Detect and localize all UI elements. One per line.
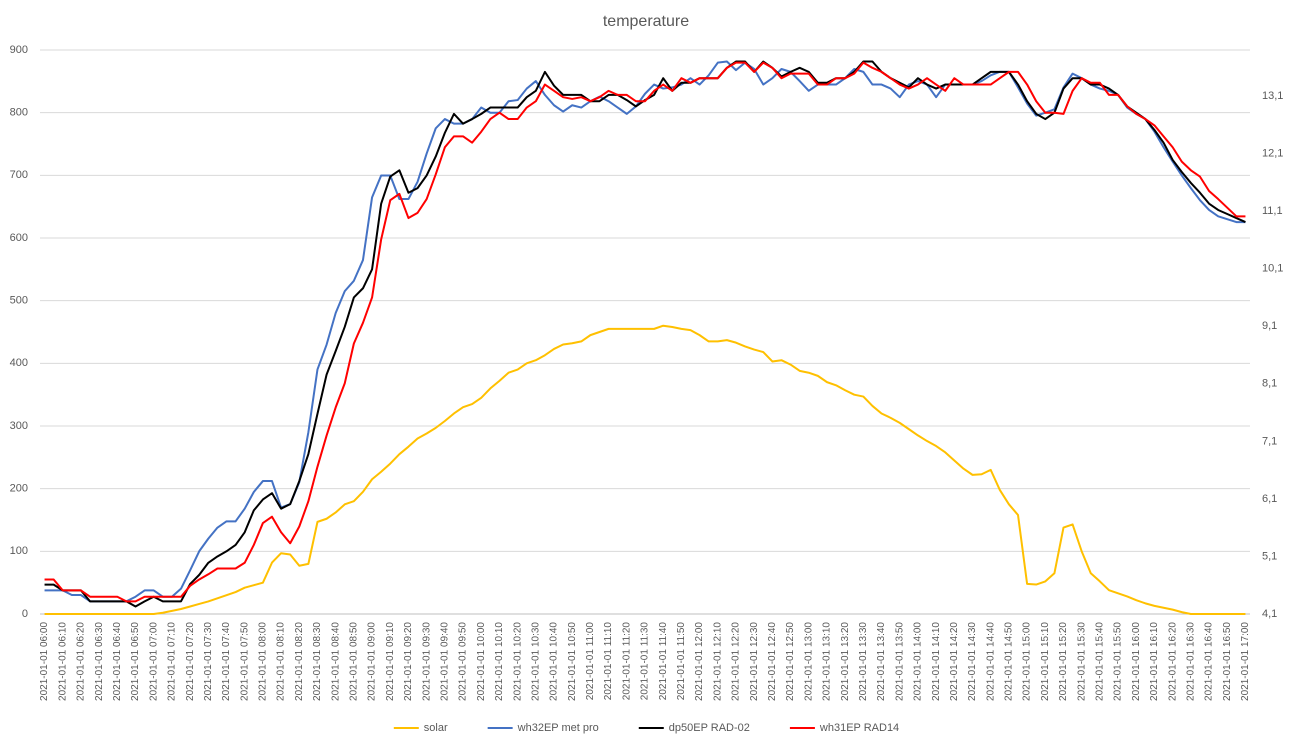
- x-tick-label: 2021-01-01 09:20: [403, 622, 414, 701]
- legend-label: solar: [424, 722, 448, 734]
- x-tick-label: 2021-01-01 12:00: [694, 622, 705, 701]
- x-tick-label: 2021-01-01 14:30: [967, 622, 978, 701]
- x-tick-label: 2021-01-01 14:50: [1004, 622, 1015, 701]
- y2-tick-label: 4,1: [1262, 608, 1277, 620]
- x-tick-label: 2021-01-01 06:20: [76, 622, 87, 701]
- y-tick-label: 800: [10, 107, 28, 119]
- x-tick-label: 2021-01-01 06:30: [94, 622, 105, 701]
- x-tick-label: 2021-01-01 16:40: [1204, 622, 1215, 701]
- x-tick-label: 2021-01-01 07:00: [148, 622, 159, 701]
- x-tick-label: 2021-01-01 06:40: [112, 622, 123, 701]
- x-tick-label: 2021-01-01 08:20: [294, 622, 305, 701]
- x-tick-label: 2021-01-01 11:40: [658, 622, 669, 701]
- x-tick-label: 2021-01-01 14:40: [985, 622, 996, 701]
- x-tick-label: 2021-01-01 09:50: [458, 622, 469, 701]
- x-tick-label: 2021-01-01 16:50: [1222, 622, 1233, 701]
- x-tick-label: 2021-01-01 13:50: [894, 622, 905, 701]
- legend-label: dp50EP RAD-02: [669, 722, 750, 734]
- y-tick-label: 700: [10, 169, 28, 181]
- y2-tick-label: 11,1: [1262, 205, 1283, 217]
- y2-tick-label: 8,1: [1262, 378, 1277, 390]
- x-tick-label: 2021-01-01 10:30: [530, 622, 541, 701]
- y-tick-label: 600: [10, 232, 28, 244]
- x-tick-label: 2021-01-01 08:30: [312, 622, 323, 701]
- y2-tick-label: 7,1: [1262, 435, 1277, 447]
- x-tick-label: 2021-01-01 16:10: [1149, 622, 1160, 701]
- x-tick-label: 2021-01-01 09:30: [421, 622, 432, 701]
- x-tick-label: 2021-01-01 10:40: [549, 622, 560, 701]
- x-tick-label: 2021-01-01 10:00: [476, 622, 487, 701]
- x-tick-label: 2021-01-01 15:50: [1113, 622, 1124, 701]
- x-tick-label: 2021-01-01 10:50: [567, 622, 578, 701]
- x-tick-label: 2021-01-01 16:30: [1186, 622, 1197, 701]
- x-tick-label: 2021-01-01 15:00: [1022, 622, 1033, 701]
- x-tick-label: 2021-01-01 07:20: [185, 622, 196, 701]
- x-tick-label: 2021-01-01 15:10: [1040, 622, 1051, 701]
- x-tick-label: 2021-01-01 08:40: [330, 622, 341, 701]
- x-tick-label: 2021-01-01 08:00: [258, 622, 269, 701]
- x-tick-label: 2021-01-01 10:10: [494, 622, 505, 701]
- y-tick-label: 200: [10, 483, 28, 495]
- x-tick-label: 2021-01-01 12:10: [712, 622, 723, 701]
- x-tick-label: 2021-01-01 12:20: [731, 622, 742, 701]
- x-tick-label: 2021-01-01 12:30: [749, 622, 760, 701]
- series-line: [44, 324, 1246, 615]
- x-tick-label: 2021-01-01 11:10: [603, 622, 614, 701]
- x-tick-label: 2021-01-01 07:50: [239, 622, 250, 701]
- x-tick-label: 2021-01-01 07:40: [221, 622, 232, 701]
- y2-tick-label: 6,1: [1262, 493, 1277, 505]
- x-tick-label: 2021-01-01 13:10: [822, 622, 833, 701]
- x-tick-label: 2021-01-01 06:50: [130, 622, 141, 701]
- y2-tick-label: 10,1: [1262, 263, 1283, 275]
- x-tick-label: 2021-01-01 13:00: [803, 622, 814, 701]
- x-tick-label: 2021-01-01 10:20: [512, 622, 523, 701]
- x-tick-label: 2021-01-01 13:20: [840, 622, 851, 701]
- y2-tick-label: 13,1: [1262, 90, 1283, 102]
- y-tick-label: 500: [10, 295, 28, 307]
- x-tick-label: 2021-01-01 11:00: [585, 622, 596, 701]
- x-tick-label: 2021-01-01 16:00: [1131, 622, 1142, 701]
- y-tick-label: 900: [10, 44, 28, 56]
- y-tick-label: 0: [22, 608, 28, 620]
- x-tick-label: 2021-01-01 17:00: [1240, 622, 1251, 701]
- y2-tick-label: 12,1: [1262, 147, 1283, 159]
- x-tick-label: 2021-01-01 06:10: [57, 622, 68, 701]
- legend-label: wh32EP met pro: [517, 722, 599, 734]
- x-tick-label: 2021-01-01 09:10: [385, 622, 396, 701]
- x-tick-label: 2021-01-01 11:30: [640, 622, 651, 701]
- x-tick-label: 2021-01-01 08:10: [276, 622, 287, 701]
- x-tick-label: 2021-01-01 12:40: [767, 622, 778, 701]
- y2-tick-label: 5,1: [1262, 550, 1277, 562]
- x-tick-label: 2021-01-01 14:00: [913, 622, 924, 701]
- chart-title: temperature: [603, 13, 689, 30]
- legend-label: wh31EP RAD14: [819, 722, 899, 734]
- x-tick-label: 2021-01-01 15:40: [1095, 622, 1106, 701]
- x-tick-label: 2021-01-01 11:20: [621, 622, 632, 701]
- x-tick-label: 2021-01-01 08:50: [349, 622, 360, 701]
- x-tick-label: 2021-01-01 15:30: [1076, 622, 1087, 701]
- x-tick-label: 2021-01-01 15:20: [1058, 622, 1069, 701]
- x-tick-label: 2021-01-01 13:30: [858, 622, 869, 701]
- x-tick-label: 2021-01-01 12:50: [785, 622, 796, 701]
- y-tick-label: 100: [10, 545, 28, 557]
- y-tick-label: 300: [10, 420, 28, 432]
- x-tick-label: 2021-01-01 16:20: [1167, 622, 1178, 701]
- x-tick-label: 2021-01-01 14:20: [949, 622, 960, 701]
- x-tick-label: 2021-01-01 09:00: [367, 622, 378, 701]
- x-tick-label: 2021-01-01 11:50: [676, 622, 687, 701]
- y2-tick-label: 9,1: [1262, 320, 1277, 332]
- x-tick-label: 2021-01-01 14:10: [931, 622, 942, 701]
- x-tick-label: 2021-01-01 06:00: [39, 622, 50, 701]
- x-tick-label: 2021-01-01 07:10: [167, 622, 178, 701]
- x-tick-label: 2021-01-01 07:30: [203, 622, 214, 701]
- y-tick-label: 400: [10, 357, 28, 369]
- x-tick-label: 2021-01-01 13:40: [876, 622, 887, 701]
- series-line: [44, 61, 1246, 603]
- x-tick-label: 2021-01-01 09:40: [439, 622, 450, 701]
